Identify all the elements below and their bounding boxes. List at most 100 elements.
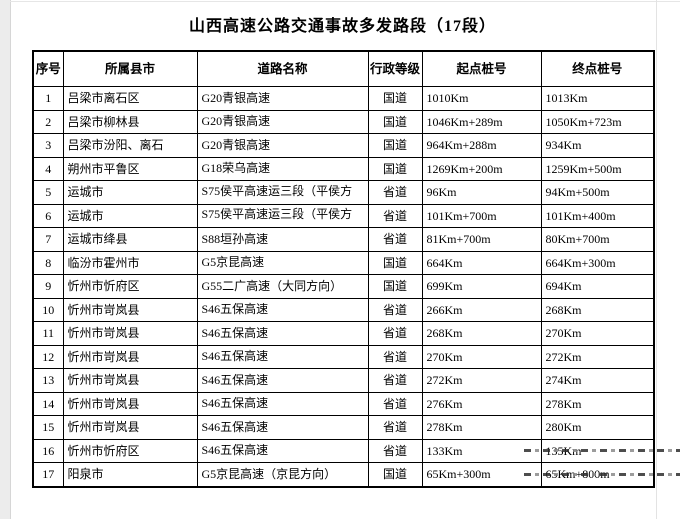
table-row: 2 吕梁市柳林县 G20青银高速 国道 1046Km+289m 1050Km+7… <box>32 109 655 134</box>
cell-road: G55二广高速（大同方向） <box>196 274 369 299</box>
cell-grade: 省道 <box>367 297 423 322</box>
page-left-margin <box>0 0 11 519</box>
cell-grade: 省道 <box>367 180 423 205</box>
cell-grade: 国道 <box>367 86 423 111</box>
cell-county: 朔州市平鲁区 <box>62 156 198 181</box>
cell-road: G20青银高速 <box>196 86 369 111</box>
cell-serial: 14 <box>32 391 64 416</box>
cell-serial: 8 <box>32 250 64 275</box>
cell-grade: 省道 <box>367 368 423 393</box>
cell-start: 278Km <box>421 415 542 440</box>
cell-road: S46五保高速 <box>196 368 369 393</box>
cell-start: 268Km <box>421 321 542 346</box>
cell-road: S46五保高速 <box>196 438 369 463</box>
cell-serial: 2 <box>32 109 64 134</box>
table-row: 6 运城市 S75侯平高速运三段（平侯方向） 省道 101Km+700m 101… <box>32 203 655 228</box>
cell-county: 吕梁市离石区 <box>62 86 198 111</box>
cell-start: 266Km <box>421 297 542 322</box>
cell-serial: 13 <box>32 368 64 393</box>
cell-road: G20青银高速 <box>196 133 369 158</box>
table-row: 12 忻州市岢岚县 S46五保高速 省道 270Km 272Km <box>32 344 655 369</box>
cell-county: 运城市 <box>62 203 198 228</box>
cell-grade: 省道 <box>367 203 423 228</box>
cell-grade: 省道 <box>367 391 423 416</box>
watermark-dashes <box>524 473 680 476</box>
cell-serial: 1 <box>32 86 64 111</box>
cell-serial: 4 <box>32 156 64 181</box>
cell-serial: 16 <box>32 438 64 463</box>
cell-serial: 10 <box>32 297 64 322</box>
table-row: 5 运城市 S75侯平高速运三段（平侯方向） 省道 96Km 94Km+500m <box>32 180 655 205</box>
cell-start: 1269Km+200m <box>421 156 542 181</box>
header-road: 道路名称 <box>196 50 369 87</box>
cell-serial: 15 <box>32 415 64 440</box>
cell-start: 65Km+300m <box>421 462 542 487</box>
watermark-dashes <box>524 449 680 452</box>
cell-end: 1050Km+723m <box>540 109 655 134</box>
cell-county: 吕梁市汾阳、离石 <box>62 133 198 158</box>
cell-grade: 国道 <box>367 156 423 181</box>
cell-serial: 11 <box>32 321 64 346</box>
cell-start: 276Km <box>421 391 542 416</box>
table-row: 8 临汾市霍州市 G5京昆高速 国道 664Km 664Km+300m <box>32 250 655 275</box>
cell-start: 1010Km <box>421 86 542 111</box>
cell-serial: 12 <box>32 344 64 369</box>
table-row: 13 忻州市岢岚县 S46五保高速 省道 272Km 274Km <box>32 368 655 393</box>
cell-county: 运城市绛县 <box>62 227 198 252</box>
cell-county: 忻州市忻府区 <box>62 438 198 463</box>
header-serial: 序号 <box>32 50 64 87</box>
cell-road: S46五保高速 <box>196 321 369 346</box>
cell-end: 274Km <box>540 368 655 393</box>
cell-serial: 7 <box>32 227 64 252</box>
cell-end: 934Km <box>540 133 655 158</box>
cell-start: 81Km+700m <box>421 227 542 252</box>
cell-end: 278Km <box>540 391 655 416</box>
page-title: 山西高速公路交通事故多发路段（17段） <box>188 18 496 35</box>
header-row: 序号 所属县市 道路名称 行政等级 起点桩号 终点桩号 <box>32 50 655 87</box>
header-county: 所属县市 <box>62 50 198 87</box>
cell-grade: 省道 <box>367 321 423 346</box>
cell-serial: 9 <box>32 274 64 299</box>
cell-grade: 省道 <box>367 415 423 440</box>
cell-start: 964Km+288m <box>421 133 542 158</box>
cell-serial: 3 <box>32 133 64 158</box>
cell-serial: 5 <box>32 180 64 205</box>
header-end: 终点桩号 <box>540 50 655 87</box>
cell-grade: 国道 <box>367 462 423 487</box>
cell-end: 694Km <box>540 274 655 299</box>
cell-grade: 国道 <box>367 274 423 299</box>
header-start: 起点桩号 <box>421 50 542 87</box>
table-row: 14 忻州市岢岚县 S46五保高速 省道 276Km 278Km <box>32 391 655 416</box>
cell-county: 忻州市岢岚县 <box>62 321 198 346</box>
cell-county: 吕梁市柳林县 <box>62 109 198 134</box>
cell-road: S75侯平高速运三段（平侯方向） <box>196 203 369 228</box>
cell-start: 96Km <box>421 180 542 205</box>
cell-road: S46五保高速 <box>196 297 369 322</box>
cell-end: 94Km+500m <box>540 180 655 205</box>
table-row: 15 忻州市岢岚县 S46五保高速 省道 278Km 280Km <box>32 415 655 440</box>
page-right-edge <box>656 0 657 519</box>
cell-county: 忻州市忻府区 <box>62 274 198 299</box>
cell-grade: 国道 <box>367 133 423 158</box>
cell-end: 272Km <box>540 344 655 369</box>
cell-road: S46五保高速 <box>196 344 369 369</box>
table-row: 16 忻州市忻府区 S46五保高速 省道 133Km 135Km <box>32 438 655 463</box>
cell-grade: 国道 <box>367 109 423 134</box>
cell-road: G20青银高速 <box>196 109 369 134</box>
cell-start: 699Km <box>421 274 542 299</box>
cell-road: G18荣乌高速 <box>196 156 369 181</box>
cell-end: 664Km+300m <box>540 250 655 275</box>
cell-road: G5京昆高速（京昆方向） <box>196 462 369 487</box>
cell-road: S75侯平高速运三段（平侯方向） <box>196 180 369 205</box>
cell-serial: 17 <box>32 462 64 487</box>
table-row: 10 忻州市岢岚县 S46五保高速 省道 266Km 268Km <box>32 297 655 322</box>
cell-end: 1259Km+500m <box>540 156 655 181</box>
cell-grade: 省道 <box>367 227 423 252</box>
page-top-edge <box>10 1 680 2</box>
cell-end: 270Km <box>540 321 655 346</box>
cell-county: 临汾市霍州市 <box>62 250 198 275</box>
table-row: 1 吕梁市离石区 G20青银高速 国道 1010Km 1013Km <box>32 86 655 111</box>
table-row: 11 忻州市岢岚县 S46五保高速 省道 268Km 270Km <box>32 321 655 346</box>
cell-county: 忻州市岢岚县 <box>62 391 198 416</box>
